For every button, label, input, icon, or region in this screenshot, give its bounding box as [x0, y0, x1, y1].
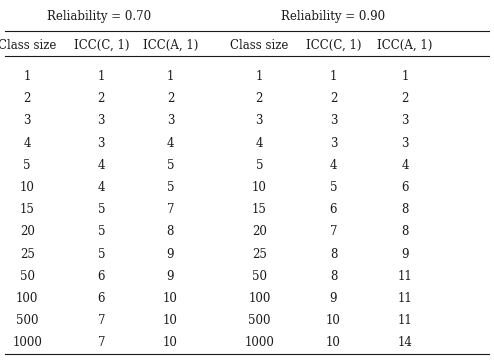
Text: 10: 10 — [163, 337, 178, 349]
Text: 50: 50 — [20, 270, 35, 283]
Text: 1: 1 — [330, 70, 337, 83]
Text: 4: 4 — [166, 136, 174, 150]
Text: 3: 3 — [401, 136, 409, 150]
Text: ICC(A, 1): ICC(A, 1) — [143, 39, 198, 52]
Text: 4: 4 — [97, 181, 105, 194]
Text: Reliability = 0.90: Reliability = 0.90 — [282, 10, 385, 23]
Text: 6: 6 — [97, 270, 105, 283]
Text: 15: 15 — [252, 203, 267, 216]
Text: 8: 8 — [167, 225, 174, 238]
Text: 5: 5 — [166, 159, 174, 172]
Text: 10: 10 — [326, 314, 341, 327]
Text: 1: 1 — [98, 70, 105, 83]
Text: 100: 100 — [16, 292, 39, 305]
Text: 20: 20 — [20, 225, 35, 238]
Text: 11: 11 — [398, 292, 412, 305]
Text: 5: 5 — [329, 181, 337, 194]
Text: 2: 2 — [330, 92, 337, 105]
Text: 1: 1 — [167, 70, 174, 83]
Text: 4: 4 — [255, 136, 263, 150]
Text: 8: 8 — [330, 270, 337, 283]
Text: 8: 8 — [402, 225, 409, 238]
Text: 9: 9 — [166, 270, 174, 283]
Text: 2: 2 — [24, 92, 31, 105]
Text: 1: 1 — [402, 70, 409, 83]
Text: Reliability = 0.70: Reliability = 0.70 — [47, 10, 151, 23]
Text: 15: 15 — [20, 203, 35, 216]
Text: 5: 5 — [97, 203, 105, 216]
Text: 3: 3 — [401, 114, 409, 127]
Text: 7: 7 — [97, 337, 105, 349]
Text: 3: 3 — [97, 114, 105, 127]
Text: 5: 5 — [97, 225, 105, 238]
Text: 6: 6 — [97, 292, 105, 305]
Text: 8: 8 — [330, 248, 337, 261]
Text: 5: 5 — [23, 159, 31, 172]
Text: 3: 3 — [23, 114, 31, 127]
Text: 3: 3 — [97, 136, 105, 150]
Text: 500: 500 — [248, 314, 271, 327]
Text: 2: 2 — [402, 92, 409, 105]
Text: Class size: Class size — [230, 39, 288, 52]
Text: 9: 9 — [401, 248, 409, 261]
Text: 3: 3 — [255, 114, 263, 127]
Text: 2: 2 — [167, 92, 174, 105]
Text: 2: 2 — [98, 92, 105, 105]
Text: 1000: 1000 — [12, 337, 42, 349]
Text: 5: 5 — [255, 159, 263, 172]
Text: 1: 1 — [256, 70, 263, 83]
Text: 10: 10 — [163, 292, 178, 305]
Text: 10: 10 — [163, 314, 178, 327]
Text: 2: 2 — [256, 92, 263, 105]
Text: 1000: 1000 — [245, 337, 274, 349]
Text: 3: 3 — [329, 114, 337, 127]
Text: 10: 10 — [20, 181, 35, 194]
Text: 25: 25 — [20, 248, 35, 261]
Text: 6: 6 — [401, 181, 409, 194]
Text: 3: 3 — [166, 114, 174, 127]
Text: 7: 7 — [97, 314, 105, 327]
Text: 5: 5 — [97, 248, 105, 261]
Text: 9: 9 — [329, 292, 337, 305]
Text: 6: 6 — [329, 203, 337, 216]
Text: 50: 50 — [252, 270, 267, 283]
Text: 4: 4 — [23, 136, 31, 150]
Text: 9: 9 — [166, 248, 174, 261]
Text: 500: 500 — [16, 314, 39, 327]
Text: 7: 7 — [166, 203, 174, 216]
Text: 4: 4 — [401, 159, 409, 172]
Text: 4: 4 — [97, 159, 105, 172]
Text: 11: 11 — [398, 270, 412, 283]
Text: 25: 25 — [252, 248, 267, 261]
Text: 11: 11 — [398, 314, 412, 327]
Text: 3: 3 — [329, 136, 337, 150]
Text: 8: 8 — [402, 203, 409, 216]
Text: 100: 100 — [248, 292, 271, 305]
Text: 14: 14 — [398, 337, 412, 349]
Text: ICC(C, 1): ICC(C, 1) — [74, 39, 129, 52]
Text: 1: 1 — [24, 70, 31, 83]
Text: ICC(C, 1): ICC(C, 1) — [306, 39, 361, 52]
Text: Class size: Class size — [0, 39, 56, 52]
Text: 5: 5 — [166, 181, 174, 194]
Text: 10: 10 — [252, 181, 267, 194]
Text: 4: 4 — [329, 159, 337, 172]
Text: 20: 20 — [252, 225, 267, 238]
Text: 10: 10 — [326, 337, 341, 349]
Text: ICC(A, 1): ICC(A, 1) — [377, 39, 433, 52]
Text: 7: 7 — [329, 225, 337, 238]
